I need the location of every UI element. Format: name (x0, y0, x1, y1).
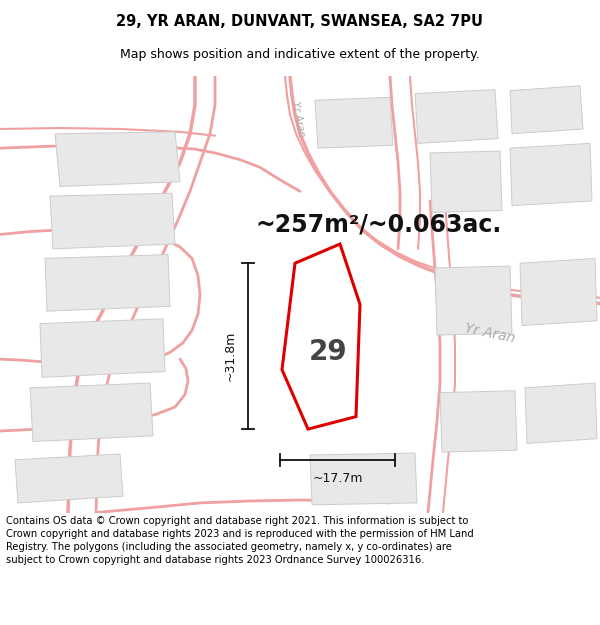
Polygon shape (510, 143, 592, 206)
Polygon shape (510, 86, 583, 134)
Text: Contains OS data © Crown copyright and database right 2021. This information is : Contains OS data © Crown copyright and d… (6, 516, 474, 566)
Polygon shape (415, 89, 498, 143)
Text: 29: 29 (309, 338, 348, 366)
Text: Yr Aran: Yr Aran (464, 321, 517, 346)
Polygon shape (50, 193, 175, 249)
Text: ~17.7m: ~17.7m (312, 472, 363, 486)
Text: ~31.8m: ~31.8m (223, 331, 236, 381)
Polygon shape (520, 258, 597, 326)
Polygon shape (440, 391, 517, 452)
Polygon shape (55, 132, 180, 186)
Text: 29, YR ARAN, DUNVANT, SWANSEA, SA2 7PU: 29, YR ARAN, DUNVANT, SWANSEA, SA2 7PU (116, 14, 484, 29)
Text: ~257m²/~0.063ac.: ~257m²/~0.063ac. (255, 213, 501, 237)
Polygon shape (30, 383, 153, 441)
Polygon shape (435, 266, 512, 335)
Polygon shape (315, 98, 393, 148)
Polygon shape (430, 151, 502, 213)
Polygon shape (15, 454, 123, 503)
Text: Yr Aran: Yr Aran (290, 101, 306, 138)
Polygon shape (282, 244, 360, 429)
Polygon shape (310, 453, 417, 505)
Polygon shape (45, 254, 170, 311)
Polygon shape (525, 383, 597, 444)
Polygon shape (40, 319, 165, 378)
Text: Map shows position and indicative extent of the property.: Map shows position and indicative extent… (120, 48, 480, 61)
